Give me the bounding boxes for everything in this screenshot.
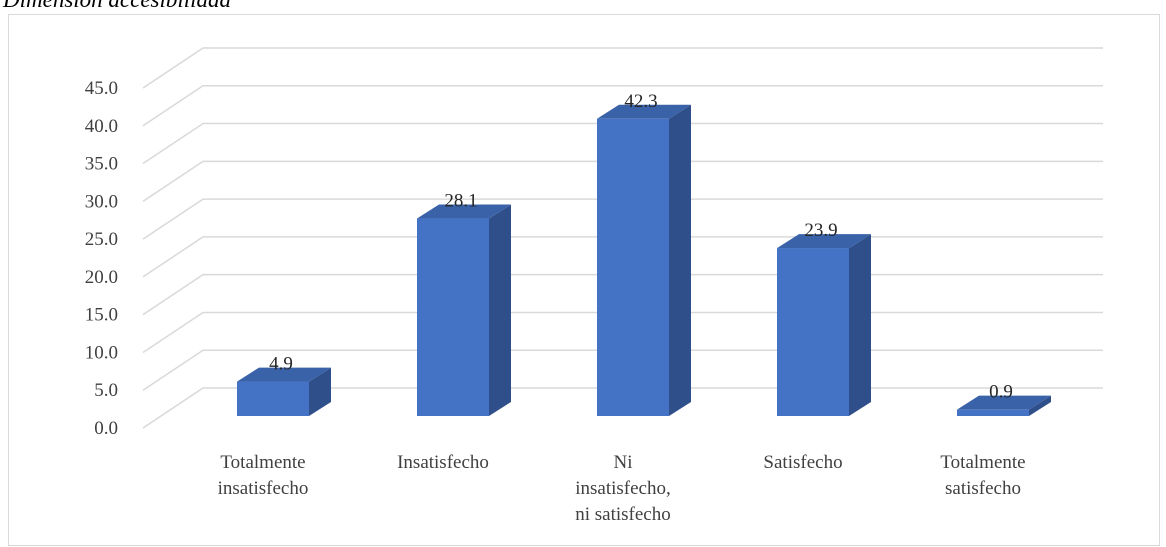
bar-side (309, 367, 331, 416)
category-label: Totalmente (940, 452, 1025, 473)
data-label: 4.9 (269, 354, 293, 375)
bar-front (957, 409, 1029, 416)
bar-side (489, 204, 511, 416)
category-label: insatisfecho (218, 478, 309, 499)
y-tick-label: 10.0 (85, 342, 118, 363)
y-tick-label: 45.0 (85, 78, 118, 99)
chart-frame (8, 14, 1160, 546)
category-label: satisfecho (945, 478, 1021, 499)
bar-front (237, 381, 309, 416)
y-tick-label: 5.0 (94, 380, 118, 401)
data-label: 0.9 (989, 382, 1013, 403)
bar-side (849, 234, 871, 416)
y-tick-label: 30.0 (85, 191, 118, 212)
category-label: insatisfecho, (575, 478, 671, 499)
bar-side (1029, 395, 1051, 416)
gridline (142, 47, 1103, 89)
bar-top (237, 367, 331, 382)
bar-front (777, 248, 849, 416)
gridline (142, 85, 1103, 127)
data-label: 42.3 (624, 91, 657, 112)
category-label: ni satisfecho (575, 504, 671, 525)
category-label: Totalmente (220, 452, 305, 473)
bar-top (597, 104, 691, 119)
page-title: Dimensión accesibilidad (3, 0, 231, 14)
data-label: 23.9 (804, 220, 837, 241)
bar-front (597, 118, 669, 416)
y-tick-label: 40.0 (85, 116, 118, 137)
bar-front (417, 218, 489, 416)
bar-top (777, 234, 871, 249)
category-label: Ni (614, 452, 633, 473)
data-label: 28.1 (444, 191, 477, 212)
gridline (142, 122, 1103, 165)
y-tick-label: 20.0 (85, 267, 118, 288)
y-tick-label: 15.0 (85, 305, 118, 326)
gridline (142, 160, 1103, 202)
y-tick-label: 35.0 (85, 154, 118, 175)
bar-top (957, 395, 1051, 410)
bar-top (417, 204, 511, 219)
category-label: Insatisfecho (397, 452, 489, 473)
bar-side (669, 104, 691, 416)
gridline (142, 198, 1103, 240)
y-tick-label: 25.0 (85, 229, 118, 250)
category-label: Satisfecho (763, 452, 842, 473)
y-tick-label: 0.0 (94, 418, 118, 439)
